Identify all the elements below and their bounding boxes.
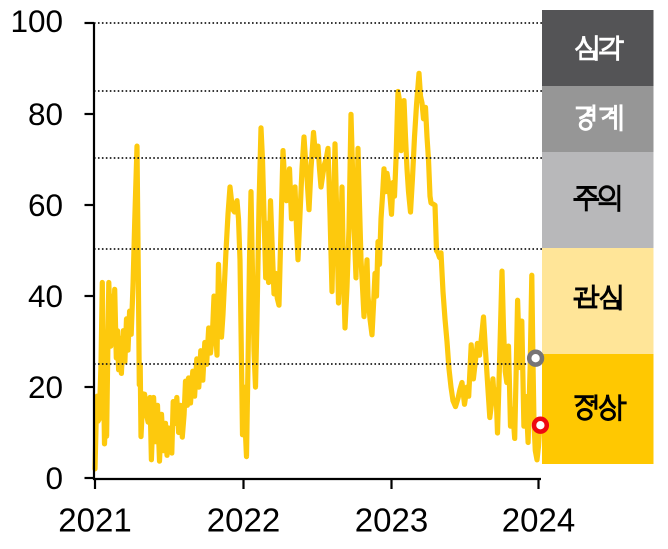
svg-text:20: 20 — [28, 369, 63, 405]
svg-text:60: 60 — [28, 187, 63, 223]
svg-text:0: 0 — [45, 460, 63, 496]
svg-text:2021: 2021 — [58, 502, 131, 539]
svg-text:2022: 2022 — [207, 502, 280, 539]
svg-text:80: 80 — [28, 96, 63, 132]
svg-text:2023: 2023 — [355, 502, 428, 539]
svg-text:2024: 2024 — [502, 502, 575, 539]
svg-text:40: 40 — [28, 278, 63, 314]
svg-text:100: 100 — [10, 3, 63, 39]
